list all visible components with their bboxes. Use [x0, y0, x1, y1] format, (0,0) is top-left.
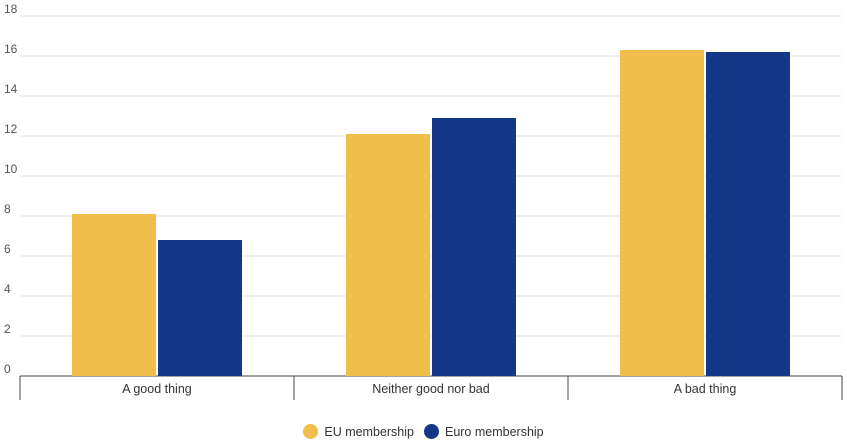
y-tick-label: 8 [4, 202, 11, 216]
y-tick-label: 10 [4, 162, 18, 176]
y-tick-label: 18 [4, 2, 18, 16]
y-tick-label: 14 [4, 82, 18, 96]
x-category-label: A good thing [122, 382, 192, 396]
bar-euro-membership-2[interactable] [706, 52, 790, 376]
bar-eu-membership-0[interactable] [72, 214, 156, 376]
x-category-label: A bad thing [674, 382, 737, 396]
y-tick-label: 2 [4, 322, 11, 336]
y-tick-label: 12 [4, 122, 18, 136]
bar-euro-membership-1[interactable] [432, 118, 516, 376]
legend: EU membership Euro membership [0, 424, 847, 439]
legend-label-eu-membership: EU membership [324, 424, 414, 439]
chart-plot: 0 2 4 6 8 10 12 14 16 18 A good thing Neither good … [4, 2, 843, 400]
bar-euro-membership-0[interactable] [158, 240, 242, 376]
legend-item-eu-membership[interactable]: EU membership [303, 424, 414, 439]
legend-item-euro-membership[interactable]: Euro membership [423, 424, 544, 439]
bar-eu-membership-1[interactable] [346, 134, 430, 376]
y-tick-label: 16 [4, 42, 18, 56]
bar-eu-membership-2[interactable] [620, 50, 704, 376]
y-tick-label: 4 [4, 282, 11, 296]
legend-label-euro-membership: Euro membership [444, 424, 544, 439]
y-tick-label: 0 [4, 362, 11, 376]
legend-swatch-eu-membership [303, 424, 319, 439]
x-category-label: Neither good nor bad [372, 382, 489, 396]
y-tick-label: 6 [4, 242, 11, 256]
legend-swatch-euro-membership [423, 424, 439, 439]
